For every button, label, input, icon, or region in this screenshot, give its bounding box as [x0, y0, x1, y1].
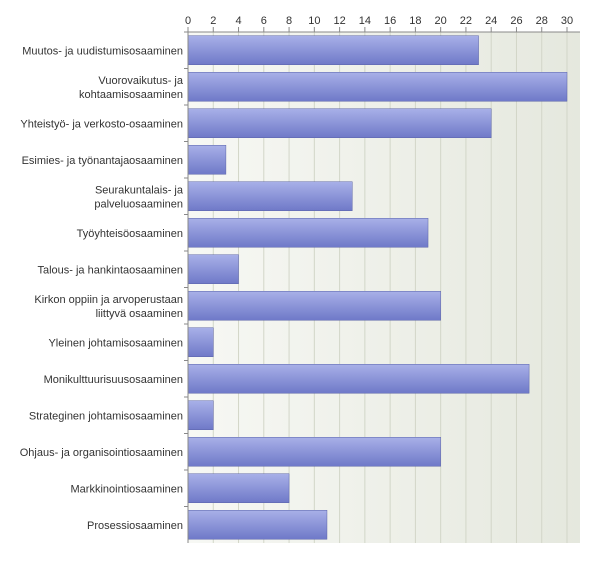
category-label-line: Ohjaus- ja organisointiosaaminen: [20, 447, 183, 459]
bar: [187, 510, 328, 540]
x-tick-label: 12: [333, 15, 345, 27]
x-tick-label: 30: [561, 15, 573, 27]
bar: [187, 35, 479, 65]
category-label: Ohjaus- ja organisointiosaaminen: [20, 447, 183, 459]
category-label: Seurakuntalais- ja palveluosaaminen: [94, 184, 184, 210]
x-tick-label: 20: [435, 15, 447, 27]
bar: [187, 145, 227, 175]
category-label: Monikulttuurisuusosaaminen: [44, 374, 183, 386]
category-label: Prosessiosaaminen: [87, 520, 183, 532]
category-label-line: Kirkon oppiin ja arvoperustaan: [34, 294, 183, 306]
category-label: Esimies- ja työnantajaosaaminen: [22, 155, 183, 167]
bar: [187, 437, 441, 467]
category-label-line: Monikulttuurisuusosaaminen: [44, 374, 183, 386]
category-label-line: Prosessiosaaminen: [87, 520, 183, 532]
x-tick-label: 24: [485, 15, 497, 27]
x-tick-label: 4: [235, 15, 241, 27]
category-label-line: Talous- ja hankintaosaaminen: [37, 264, 183, 276]
category-label-line: Vuorovaikutus- ja: [98, 75, 183, 87]
x-tick-label: 8: [286, 15, 292, 27]
category-label: Strateginen johtamisosaaminen: [29, 410, 183, 422]
x-tick-label: 26: [510, 15, 522, 27]
category-label-line: Strateginen johtamisosaaminen: [29, 410, 183, 422]
bar: [187, 72, 568, 102]
category-label: Kirkon oppiin ja arvoperustaan liittyvä o…: [34, 294, 183, 320]
bar: [187, 400, 214, 430]
category-label-line: palveluosaaminen: [94, 198, 183, 210]
bar: [187, 473, 290, 503]
x-tick-label: 0: [185, 15, 191, 27]
bar: [187, 108, 492, 138]
category-label: Vuorovaikutus- ja kohtaamisosaaminen: [79, 75, 184, 101]
x-tick-label: 28: [536, 15, 548, 27]
bar: [187, 364, 530, 394]
category-label-line: Seurakuntalais- ja: [95, 184, 184, 196]
x-tick-label: 6: [261, 15, 267, 27]
category-label: Työyhteisöosaaminen: [77, 228, 183, 240]
bar: [187, 291, 441, 321]
category-label-line: Yhteistyö- ja verkosto-osaaminen: [20, 118, 183, 130]
category-label: Markkinointiosaaminen: [71, 483, 184, 495]
category-label-line: Markkinointiosaaminen: [71, 483, 184, 495]
category-label: Talous- ja hankintaosaaminen: [37, 264, 183, 276]
category-label-line: Työyhteisöosaaminen: [77, 228, 183, 240]
category-label-line: liittyvä osaaminen: [96, 308, 183, 320]
bar: [187, 181, 353, 211]
bar: [187, 254, 239, 284]
category-label: Yhteistyö- ja verkosto-osaaminen: [20, 118, 183, 130]
x-tick-label: 10: [308, 15, 320, 27]
category-label-line: Muutos- ja uudistumisosaaminen: [22, 45, 183, 57]
category-label-line: kohtaamisosaaminen: [79, 89, 183, 101]
x-tick-label: 16: [384, 15, 396, 27]
bar: [187, 218, 429, 248]
x-tick-label: 2: [210, 15, 216, 27]
category-label-line: Esimies- ja työnantajaosaaminen: [22, 155, 183, 167]
x-tick-label: 18: [409, 15, 421, 27]
x-tick-label: 22: [460, 15, 472, 27]
x-tick-label: 14: [359, 15, 371, 27]
bar: [187, 327, 214, 357]
category-label-line: Yleinen johtamisosaaminen: [48, 337, 183, 349]
category-label: Yleinen johtamisosaaminen: [48, 337, 183, 349]
category-label: Muutos- ja uudistumisosaaminen: [22, 45, 183, 57]
